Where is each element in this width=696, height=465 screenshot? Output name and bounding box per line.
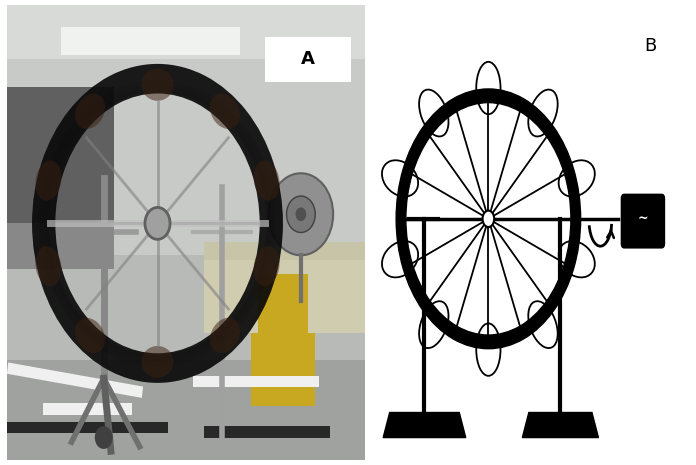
Bar <box>7 363 143 398</box>
FancyBboxPatch shape <box>622 195 664 247</box>
Text: A: A <box>301 50 315 68</box>
Ellipse shape <box>253 160 280 201</box>
Bar <box>193 376 319 387</box>
Ellipse shape <box>75 318 105 353</box>
Bar <box>251 333 315 405</box>
Circle shape <box>296 207 306 221</box>
Ellipse shape <box>35 160 61 201</box>
Ellipse shape <box>382 160 418 197</box>
Ellipse shape <box>210 318 240 353</box>
Bar <box>7 5 365 255</box>
Circle shape <box>95 426 113 449</box>
Ellipse shape <box>476 62 500 114</box>
Ellipse shape <box>75 93 105 129</box>
Text: ~: ~ <box>638 213 648 226</box>
Ellipse shape <box>35 246 61 286</box>
Bar <box>204 260 365 333</box>
Ellipse shape <box>141 69 173 101</box>
Ellipse shape <box>419 301 448 348</box>
Bar <box>265 37 351 82</box>
Ellipse shape <box>559 241 595 278</box>
Polygon shape <box>523 412 599 438</box>
Bar <box>43 403 132 415</box>
Ellipse shape <box>210 93 240 129</box>
Bar <box>61 27 240 55</box>
Bar <box>258 273 308 337</box>
Circle shape <box>482 211 494 227</box>
Bar <box>7 5 365 60</box>
Bar <box>7 360 365 460</box>
Bar <box>204 242 365 265</box>
Bar <box>204 426 330 438</box>
Ellipse shape <box>476 324 500 376</box>
Bar <box>7 223 114 269</box>
Ellipse shape <box>528 90 557 137</box>
Ellipse shape <box>559 160 595 197</box>
Text: B: B <box>644 37 656 55</box>
Ellipse shape <box>382 241 418 278</box>
Polygon shape <box>383 412 466 438</box>
Circle shape <box>287 196 315 232</box>
Circle shape <box>145 207 170 239</box>
Ellipse shape <box>253 246 280 286</box>
Ellipse shape <box>141 346 173 378</box>
Ellipse shape <box>528 301 557 348</box>
Ellipse shape <box>419 90 448 137</box>
Bar <box>7 86 114 232</box>
Bar <box>7 422 168 433</box>
Circle shape <box>269 173 333 255</box>
